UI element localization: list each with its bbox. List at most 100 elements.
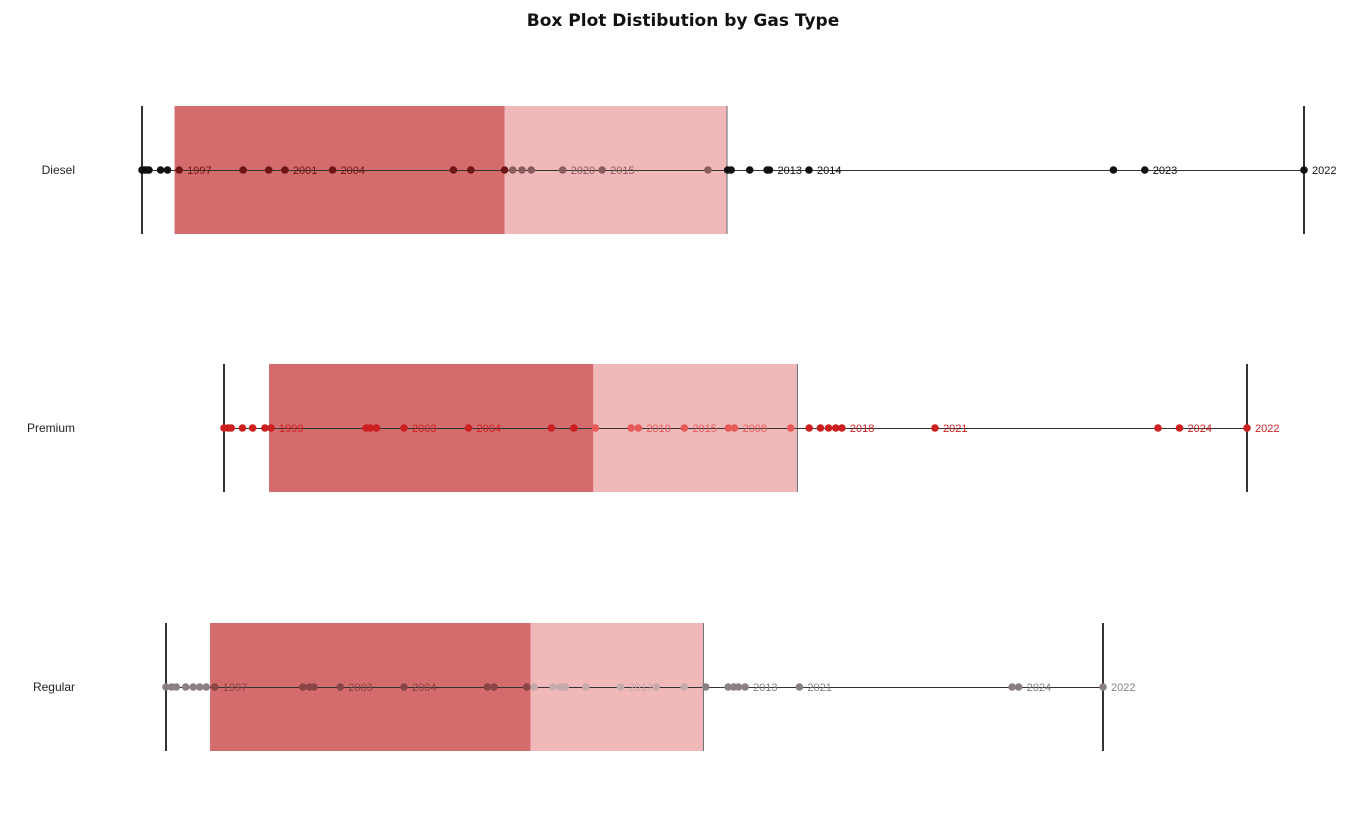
data-point xyxy=(816,424,825,432)
data-point xyxy=(1175,424,1184,432)
plot-area: Diesel 1997 2001 2004 2020 2015 2013 2014 2023 20… xyxy=(27,106,1336,751)
data-point xyxy=(931,424,939,432)
data-point xyxy=(1300,166,1308,174)
data-point xyxy=(570,424,578,432)
data-point xyxy=(175,166,183,174)
data-point xyxy=(831,424,840,432)
data-point xyxy=(202,683,211,691)
data-point xyxy=(805,424,813,432)
data-point xyxy=(680,424,689,432)
data-label: 2020 xyxy=(571,165,595,177)
category-label: Premium xyxy=(27,421,75,435)
data-label: 1999 xyxy=(279,423,303,435)
data-label: 2013 xyxy=(777,165,801,177)
data-point xyxy=(267,424,275,432)
series-diesel: Diesel 1997 2001 2004 2020 2015 2013 2014 2023 20… xyxy=(42,106,1336,234)
data-label: 2017 xyxy=(628,682,652,694)
data-point xyxy=(1109,166,1118,174)
data-label: 2004 xyxy=(341,165,365,177)
data-point xyxy=(634,424,643,432)
data-point xyxy=(227,424,235,432)
data-point xyxy=(527,166,536,174)
data-point xyxy=(549,683,557,691)
data-point xyxy=(264,166,273,174)
data-point xyxy=(483,683,492,691)
category-label: Regular xyxy=(33,680,75,694)
data-point xyxy=(366,424,375,432)
data-label: 2015 xyxy=(692,423,716,435)
data-point xyxy=(310,683,318,691)
data-point xyxy=(518,166,526,174)
data-point xyxy=(210,683,219,691)
data-point xyxy=(704,166,712,174)
data-point xyxy=(558,166,567,174)
data-point xyxy=(239,166,247,174)
data-point xyxy=(163,166,172,174)
data-point xyxy=(162,683,170,691)
data-point xyxy=(238,424,247,432)
data-point xyxy=(627,424,635,432)
data-point xyxy=(724,683,732,691)
data-point xyxy=(727,166,735,174)
data-label: 2022 xyxy=(1111,682,1135,694)
data-label: 2023 xyxy=(1153,165,1177,177)
data-point xyxy=(172,683,181,691)
data-label: 2004 xyxy=(412,682,436,694)
data-point xyxy=(795,683,804,691)
data-point xyxy=(1141,166,1149,174)
data-label: 2010 xyxy=(646,423,670,435)
data-label: 1997 xyxy=(223,682,247,694)
data-point xyxy=(195,683,204,691)
data-point xyxy=(824,424,833,432)
data-point xyxy=(145,166,153,174)
data-point xyxy=(281,166,289,174)
data-point xyxy=(561,683,569,691)
data-point xyxy=(464,424,473,432)
data-point xyxy=(248,424,257,432)
data-point xyxy=(181,683,190,691)
data-point xyxy=(838,424,846,432)
data-point xyxy=(652,683,660,691)
data-point xyxy=(786,424,795,432)
data-point xyxy=(765,166,774,174)
series-regular: Regular 1997 2003 2004 2017 2013 2021 2024 2022 xyxy=(33,623,1135,751)
data-point xyxy=(745,166,754,174)
data-point xyxy=(467,166,475,174)
data-label: 2021 xyxy=(807,682,831,694)
data-point xyxy=(500,166,509,174)
data-label: 2004 xyxy=(476,423,500,435)
data-point xyxy=(680,683,688,691)
data-label: 2018 xyxy=(850,423,874,435)
data-point xyxy=(616,683,625,691)
data-label: 2021 xyxy=(943,423,967,435)
data-label: 2003 xyxy=(348,682,372,694)
data-label: 2008 xyxy=(742,423,766,435)
data-point xyxy=(522,683,531,691)
data-point xyxy=(730,424,739,432)
data-point xyxy=(299,683,307,691)
data-point xyxy=(805,166,813,174)
data-point xyxy=(336,683,345,691)
data-point xyxy=(581,683,590,691)
data-point xyxy=(598,166,606,174)
data-point xyxy=(490,683,498,691)
data-label: 1997 xyxy=(187,165,211,177)
data-point xyxy=(724,424,733,432)
data-label: 2001 xyxy=(293,165,317,177)
data-label: 2014 xyxy=(817,165,841,177)
data-point xyxy=(1099,683,1107,691)
data-point xyxy=(734,683,743,691)
data-point xyxy=(1014,683,1023,691)
data-point xyxy=(328,166,337,174)
data-point xyxy=(508,166,517,174)
data-label: 2003 xyxy=(412,423,436,435)
chart-title: Box Plot Distibution by Gas Type xyxy=(527,11,839,31)
data-point xyxy=(530,683,539,691)
data-point xyxy=(701,683,710,691)
data-point xyxy=(261,424,269,432)
data-point xyxy=(156,166,165,174)
data-point xyxy=(372,424,381,432)
data-label: 2022 xyxy=(1255,423,1279,435)
data-label: 2015 xyxy=(610,165,634,177)
